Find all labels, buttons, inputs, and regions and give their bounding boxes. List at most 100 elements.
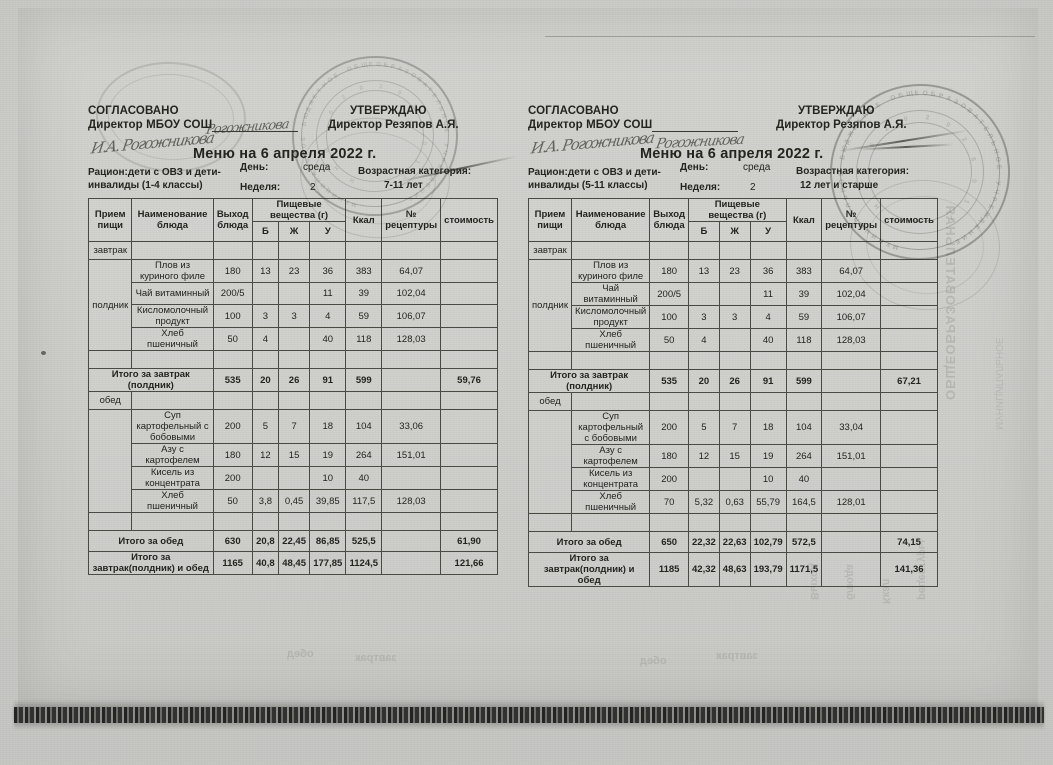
dish-output: 180	[649, 444, 690, 468]
total-row-grand: Итого за завтрак(полдник) и обед 1185 42…	[527, 552, 938, 587]
ghost-text: блюда	[844, 564, 856, 600]
total-zh: 22,45	[277, 530, 311, 552]
spacer-cell	[649, 241, 690, 260]
dish-output: 180	[649, 259, 690, 283]
table-row: Чай витаминный 200/5 11 39 102,04	[89, 282, 498, 305]
table-row: Азу с картофелем 180 12 15 19 264 151,01	[529, 444, 938, 468]
dish-u: 18	[309, 409, 347, 444]
agreed-role: Директор МБОУ СОШ	[528, 118, 739, 132]
col-output: Выход блюда	[212, 198, 253, 242]
spacer-cell	[87, 350, 133, 369]
dish-u: 19	[749, 444, 787, 468]
dish-u: 10	[309, 466, 347, 490]
spacer-cell	[688, 392, 720, 411]
dish-b	[688, 467, 720, 491]
ghost-text: Ккал	[880, 578, 892, 604]
spacer-cell	[440, 350, 498, 369]
spacer-cell	[649, 513, 690, 532]
dish-cost	[880, 259, 938, 283]
spacer-cell	[309, 391, 347, 410]
spacer-cell	[251, 391, 280, 410]
approved-block: УТВЕРЖДАЮ Директор Резяпов А.Я.	[328, 104, 459, 132]
dish-recipe: 128,03	[821, 328, 882, 352]
dish-kcal: 118	[785, 328, 823, 352]
section-row-lunch: обед	[87, 391, 498, 410]
spacer-cell	[880, 241, 938, 260]
dish-recipe	[821, 467, 882, 491]
agecat-key: Возрастная категория:	[358, 166, 472, 177]
spacer-cell	[785, 351, 823, 370]
dish-output: 200	[212, 409, 253, 444]
dish-kcal: 40	[345, 466, 383, 490]
total-cost: 121,66	[440, 551, 498, 575]
approved-block: УТВЕРЖДАЮ Директор Резяпов А.Я.	[776, 104, 907, 132]
dish-name: Хлеб пшеничный	[131, 327, 214, 351]
spacer-cell	[381, 241, 442, 260]
dish-b: 3	[251, 304, 280, 328]
top-rule	[545, 36, 1035, 37]
spacer-cell	[718, 241, 751, 260]
dish-zh	[718, 328, 751, 352]
spacer-cell	[749, 241, 787, 260]
dish-cost	[440, 304, 498, 328]
total-all-label: Итого за завтрак(полдник) и обед	[527, 552, 651, 587]
dish-recipe: 106,07	[381, 304, 442, 328]
table-row: Хлеб пшеничный 70 5,32 0,63 55,79 164,5 …	[529, 490, 938, 514]
dish-u: 40	[309, 327, 347, 351]
dish-output: 200	[649, 467, 690, 491]
dish-zh: 0,63	[718, 490, 751, 514]
spacer-cell	[212, 350, 253, 369]
dish-zh: 23	[277, 259, 311, 283]
dish-b	[688, 282, 720, 306]
table-row: Суп картофельный с бобовыми 200 5 7 18 1…	[527, 410, 938, 514]
total-recipe	[381, 368, 442, 392]
dish-recipe: 33,06	[381, 409, 442, 444]
dish-cost	[440, 327, 498, 351]
spacer-cell	[718, 392, 751, 411]
spacer-cell	[718, 351, 751, 370]
dish-kcal: 39	[785, 282, 823, 306]
table-body: завтрак полдник Плов из куриного филе 18…	[87, 241, 498, 575]
dish-cost	[440, 489, 498, 513]
spacer-cell	[277, 350, 311, 369]
ghost-text: рецептуры	[916, 539, 928, 600]
col-meal: Прием пищи	[87, 198, 133, 242]
col-nutrients: Пищевые вещества (г)	[251, 198, 347, 222]
total-recipe	[381, 530, 442, 552]
dish-cost	[440, 282, 498, 305]
page-title: Меню на 6 апреля 2022 г.	[640, 146, 824, 162]
spacer-cell	[688, 513, 720, 532]
meal-breakfast: завтрак	[87, 241, 133, 260]
week-value: 2	[750, 182, 756, 193]
dish-b: 12	[251, 443, 280, 467]
dish-u: 40	[749, 328, 787, 352]
dish-recipe: 151,01	[381, 443, 442, 467]
day-value: среда	[303, 162, 331, 173]
dish-output: 180	[212, 259, 253, 283]
total-kcal: 599	[785, 369, 823, 393]
spacer-cell	[688, 351, 720, 370]
spacer-cell	[688, 241, 720, 260]
spacer-cell	[212, 241, 253, 260]
total-all-label: Итого за завтрак(полдник) и обед	[88, 551, 214, 575]
total-zh: 26	[718, 369, 751, 393]
ghost-text: завтрак	[355, 652, 397, 664]
total-lunch-label: Итого за обед	[88, 530, 214, 552]
dish-kcal: 104	[345, 409, 383, 444]
meal-lunch: обед	[87, 391, 133, 410]
spacer-cell	[880, 351, 938, 370]
week-value: 2	[310, 182, 316, 193]
blank-row	[527, 513, 938, 532]
dish-b: 4	[251, 327, 280, 351]
spacer-cell	[821, 392, 882, 411]
spacer-cell	[381, 350, 442, 369]
dish-recipe: 128,03	[381, 489, 442, 513]
table-row: Чай витаминный 200/5 11 39 102,04	[529, 282, 938, 306]
dish-zh: 7	[277, 409, 311, 444]
ghost-text: завтрак	[716, 650, 758, 662]
dish-zh: 3	[277, 304, 311, 328]
total-b: 20	[251, 368, 280, 392]
spacer-cell	[718, 513, 751, 532]
spacer-cell	[251, 241, 280, 260]
spacer-cell	[212, 391, 253, 410]
